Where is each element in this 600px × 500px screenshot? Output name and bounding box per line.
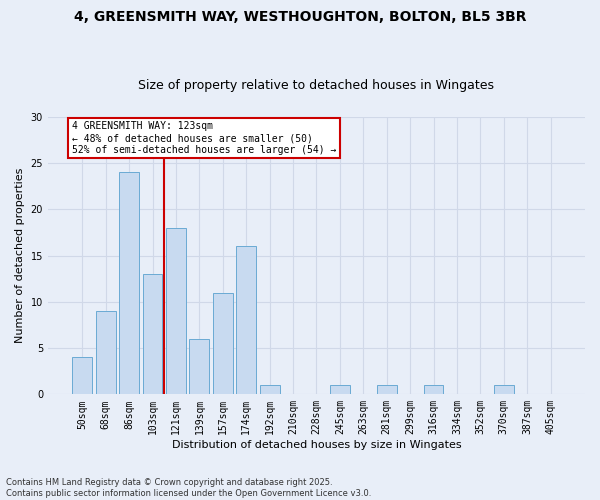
Bar — [236, 246, 256, 394]
Bar — [73, 358, 92, 395]
Bar — [190, 339, 209, 394]
X-axis label: Distribution of detached houses by size in Wingates: Distribution of detached houses by size … — [172, 440, 461, 450]
Bar — [213, 292, 233, 394]
Bar — [143, 274, 163, 394]
Bar — [377, 385, 397, 394]
Text: 4, GREENSMITH WAY, WESTHOUGHTON, BOLTON, BL5 3BR: 4, GREENSMITH WAY, WESTHOUGHTON, BOLTON,… — [74, 10, 526, 24]
Title: Size of property relative to detached houses in Wingates: Size of property relative to detached ho… — [139, 79, 494, 92]
Bar — [96, 311, 116, 394]
Bar — [260, 385, 280, 394]
Text: 4 GREENSMITH WAY: 123sqm
← 48% of detached houses are smaller (50)
52% of semi-d: 4 GREENSMITH WAY: 123sqm ← 48% of detach… — [72, 122, 336, 154]
Y-axis label: Number of detached properties: Number of detached properties — [15, 168, 25, 343]
Bar — [166, 228, 186, 394]
Bar — [330, 385, 350, 394]
Text: Contains HM Land Registry data © Crown copyright and database right 2025.
Contai: Contains HM Land Registry data © Crown c… — [6, 478, 371, 498]
Bar — [494, 385, 514, 394]
Bar — [119, 172, 139, 394]
Bar — [424, 385, 443, 394]
